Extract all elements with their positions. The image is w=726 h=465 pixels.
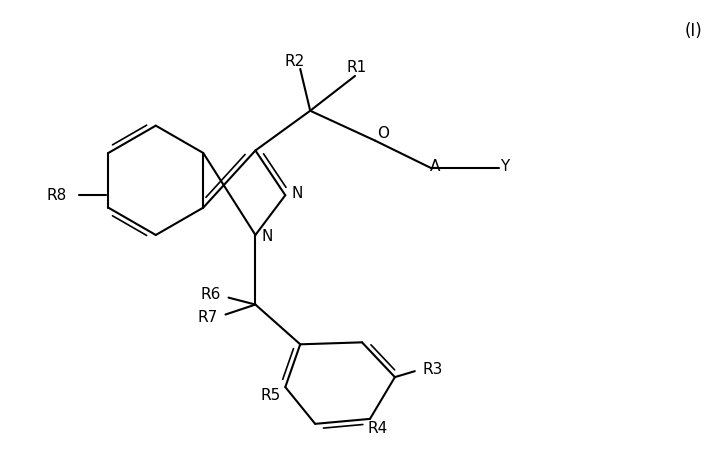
Text: Y: Y — [499, 159, 509, 174]
Text: R2: R2 — [284, 53, 304, 68]
Text: R3: R3 — [423, 362, 443, 377]
Text: R8: R8 — [46, 188, 66, 203]
Text: A: A — [430, 159, 440, 174]
Text: O: O — [377, 126, 389, 141]
Text: N: N — [292, 186, 303, 201]
Text: R1: R1 — [347, 60, 367, 75]
Text: R4: R4 — [368, 421, 388, 436]
Text: R7: R7 — [197, 310, 218, 325]
Text: N: N — [261, 229, 273, 245]
Text: R5: R5 — [260, 387, 280, 403]
Text: R6: R6 — [200, 287, 221, 302]
Text: (I): (I) — [685, 22, 703, 40]
